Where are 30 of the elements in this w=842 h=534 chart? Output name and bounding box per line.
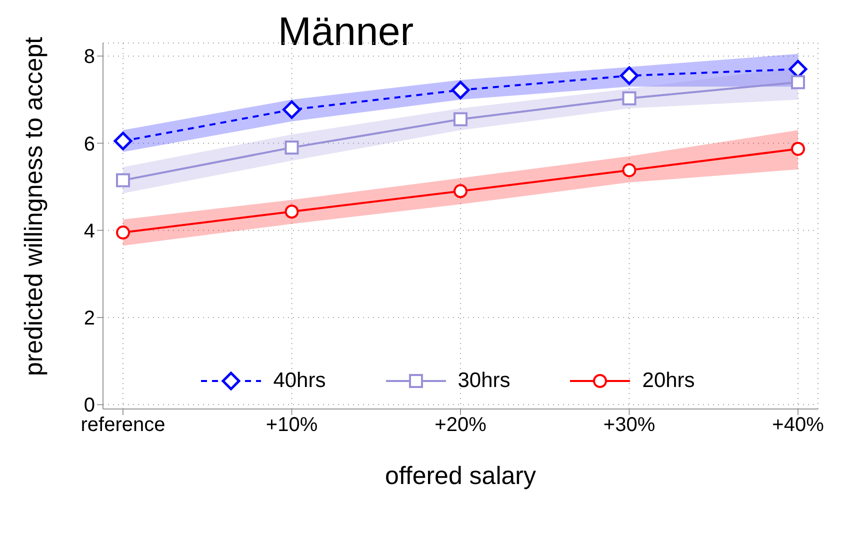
point bbox=[791, 75, 805, 90]
point bbox=[284, 204, 299, 219]
y-tick-label: 6 bbox=[84, 133, 95, 156]
legend-label: 30hrs bbox=[458, 369, 510, 393]
point bbox=[114, 132, 132, 150]
chart-title: Männer bbox=[278, 10, 414, 55]
point bbox=[284, 140, 299, 155]
point bbox=[622, 91, 636, 106]
x-tick-label: +30% bbox=[603, 414, 656, 436]
point bbox=[282, 100, 301, 119]
x-tick-label: reference bbox=[80, 414, 166, 436]
point bbox=[622, 163, 636, 178]
y-tick-label: 2 bbox=[84, 308, 95, 330]
x-axis-title: offered salary bbox=[384, 462, 537, 490]
y-tick-label: 4 bbox=[84, 220, 95, 242]
point bbox=[116, 173, 130, 188]
point bbox=[791, 142, 805, 156]
point bbox=[454, 184, 468, 198]
x-tick-label: +10% bbox=[266, 414, 318, 436]
x-tick-label: +20% bbox=[434, 414, 487, 436]
y-tick-label: 0 bbox=[84, 394, 95, 417]
legend-label: 40hrs bbox=[273, 369, 326, 393]
x-tick-label: +40% bbox=[772, 414, 824, 436]
y-tick-label: 8 bbox=[84, 46, 95, 68]
legend-label: 20hrs bbox=[642, 369, 695, 393]
point bbox=[451, 80, 470, 100]
y-axis-title: predicted willingness to accept bbox=[20, 36, 48, 376]
point bbox=[620, 66, 638, 85]
point bbox=[454, 112, 468, 126]
point bbox=[116, 226, 130, 240]
